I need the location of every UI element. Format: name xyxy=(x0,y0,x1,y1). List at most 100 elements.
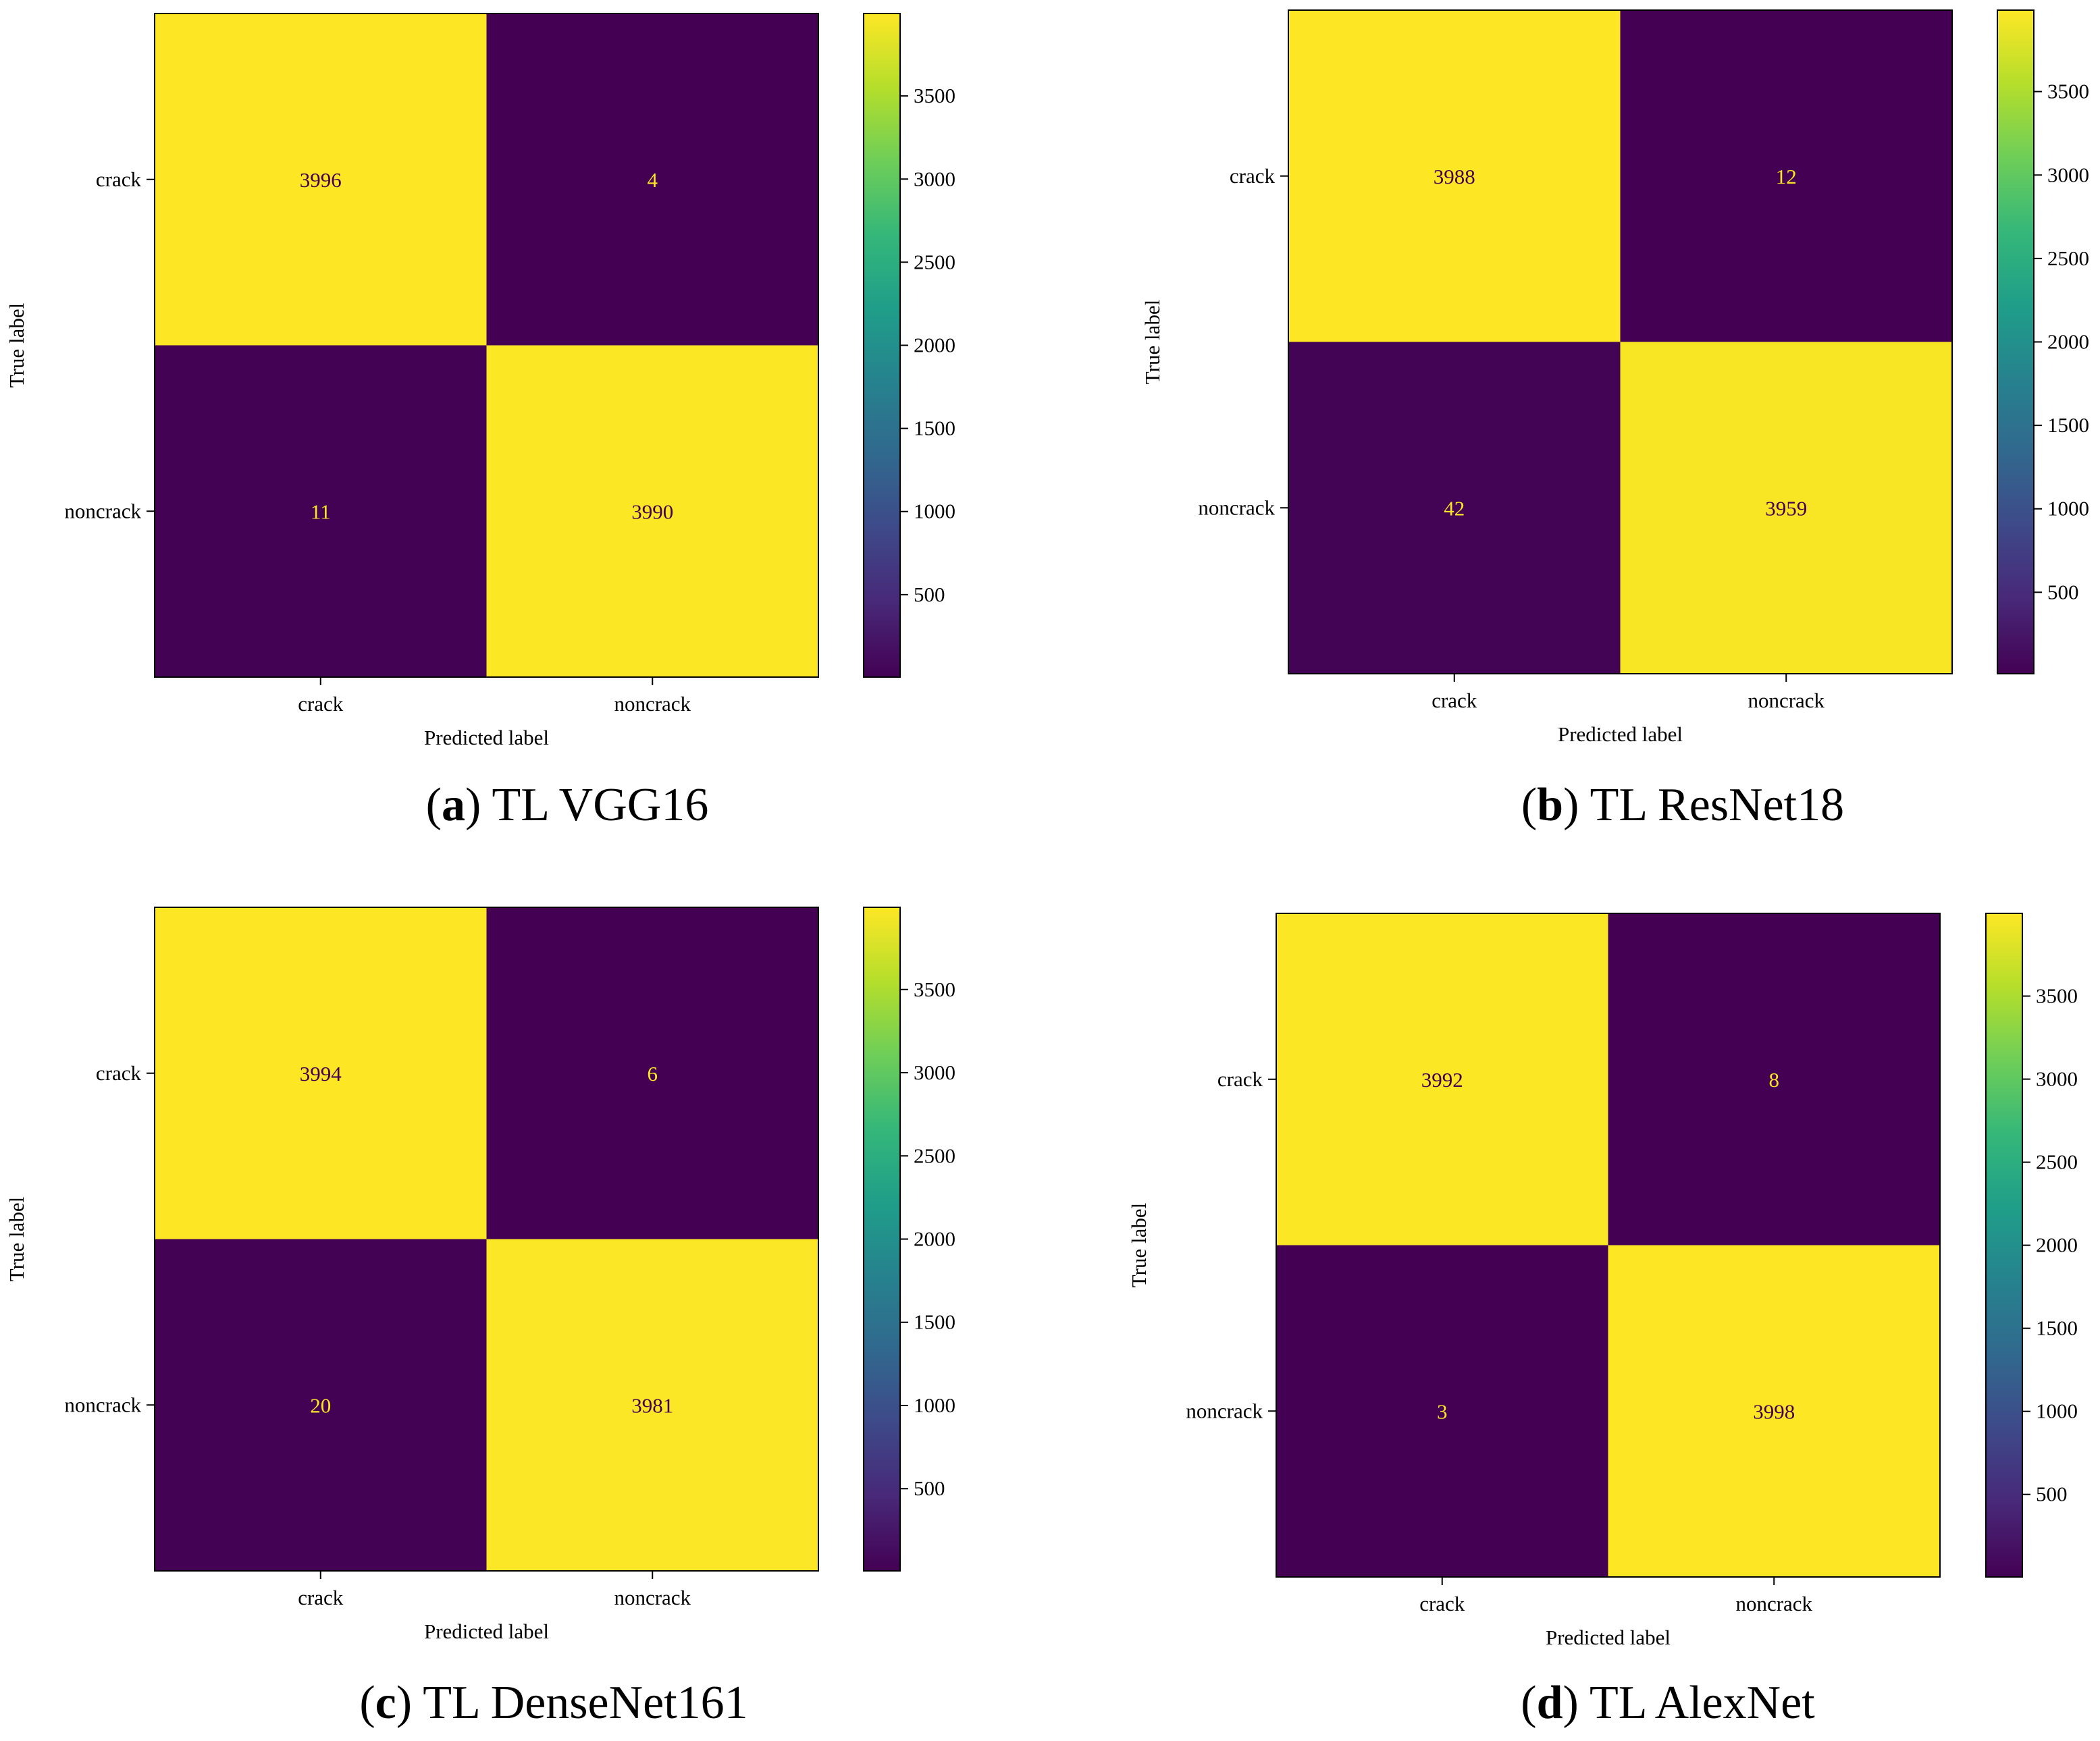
y-tick-label: crack xyxy=(1217,1067,1263,1091)
y-tick-label: crack xyxy=(96,167,142,191)
caption-close-paren: ) xyxy=(1563,1677,1579,1729)
cell-noncrack-crack xyxy=(155,345,487,677)
y-tick-label: noncrack xyxy=(64,1393,141,1416)
cell-noncrack-crack xyxy=(1288,342,1621,674)
caption-text: TL DenseNet161 xyxy=(412,1677,748,1729)
x-tick-label: noncrack xyxy=(1735,1592,1812,1615)
colorbar-tick-label: 500 xyxy=(2036,1482,2068,1506)
colorbar-tick-label: 2500 xyxy=(2047,246,2089,270)
x-tick-label: crack xyxy=(1419,1592,1465,1615)
caption-letter: c xyxy=(375,1677,396,1729)
panel-caption: (c) TL DenseNet161 xyxy=(359,1677,747,1729)
matrix-frame xyxy=(1276,913,1941,1578)
cell-value: 3990 xyxy=(631,500,673,523)
cell-noncrack-noncrack xyxy=(486,345,818,677)
caption-open-paren: ( xyxy=(1521,1677,1536,1729)
cell-noncrack-noncrack xyxy=(1620,342,1952,674)
cell-crack-noncrack xyxy=(1608,913,1940,1246)
colorbar-tick-label: 3000 xyxy=(2036,1067,2078,1091)
cell-value: 11 xyxy=(311,500,331,523)
caption-letter: d xyxy=(1537,1677,1563,1729)
matrix-frame xyxy=(1288,9,1953,674)
colorbar-tick-label: 1500 xyxy=(914,1310,955,1334)
cell-crack-crack xyxy=(155,907,487,1239)
cell-crack-noncrack xyxy=(486,14,818,346)
colorbar-tick-label: 2000 xyxy=(2047,330,2089,354)
caption-letter: b xyxy=(1537,779,1563,831)
y-tick-label: noncrack xyxy=(64,499,141,523)
colorbar-tick-label: 500 xyxy=(914,1476,945,1500)
cell-crack-crack xyxy=(1288,10,1621,342)
cell-value: 3998 xyxy=(1753,1399,1795,1423)
cell-value: 3994 xyxy=(300,1062,342,1086)
colorbar-tick-label: 3000 xyxy=(914,167,955,190)
y-tick-label: noncrack xyxy=(1186,1399,1263,1422)
caption-open-paren: ( xyxy=(426,779,442,831)
x-tick-label: crack xyxy=(1432,689,1477,712)
caption-text: TL AlexNet xyxy=(1579,1677,1815,1729)
cell-value: 20 xyxy=(310,1393,331,1417)
cell-crack-crack xyxy=(1276,913,1608,1246)
colorbar xyxy=(863,907,901,1572)
y-axis-label: True label xyxy=(5,303,28,387)
colorbar-tick-label: 2500 xyxy=(914,1144,955,1167)
x-tick-label: noncrack xyxy=(1748,689,1825,712)
y-tick-label: crack xyxy=(96,1061,142,1085)
caption-text: TL ResNet18 xyxy=(1579,779,1844,831)
colorbar-tick-label: 3000 xyxy=(2047,163,2089,186)
cell-noncrack-noncrack xyxy=(1608,1245,1940,1577)
colorbar xyxy=(863,13,901,678)
colorbar-tick-label: 1500 xyxy=(2047,413,2089,437)
colorbar-tick-label: 1000 xyxy=(914,500,955,523)
cell-value: 3959 xyxy=(1765,496,1807,520)
cell-value: 6 xyxy=(648,1062,658,1086)
cell-value: 4 xyxy=(648,168,658,192)
cell-value: 12 xyxy=(1776,165,1797,188)
x-tick-label: noncrack xyxy=(614,692,691,716)
caption-close-paren: ) xyxy=(396,1677,412,1729)
x-tick-label: crack xyxy=(298,692,344,716)
cell-noncrack-crack xyxy=(155,1239,487,1571)
caption-open-paren: ( xyxy=(1521,779,1537,831)
y-tick-label: crack xyxy=(1230,164,1276,188)
panel-caption: (d) TL AlexNet xyxy=(1521,1677,1815,1729)
cell-crack-noncrack xyxy=(486,907,818,1239)
colorbar-tick-label: 2500 xyxy=(914,250,955,273)
panel-caption: (a) TL VGG16 xyxy=(426,779,709,831)
panel-d: 3992 8 3 3998 crack noncrack crack noncrack Pred… xyxy=(1127,913,2078,1729)
cell-value: 3992 xyxy=(1421,1068,1463,1092)
panel-c: 3994 6 20 3981 crack noncrack crack noncrack Pre… xyxy=(5,907,955,1729)
colorbar-tick-label: 3000 xyxy=(914,1061,955,1084)
x-tick-label: noncrack xyxy=(614,1586,691,1609)
caption-text: TL VGG16 xyxy=(481,779,708,831)
cell-value: 3981 xyxy=(631,1393,673,1417)
colorbar-tick-label: 500 xyxy=(2047,580,2079,604)
cell-noncrack-noncrack xyxy=(486,1239,818,1571)
colorbar-tick-label: 500 xyxy=(914,583,945,606)
caption-open-paren: ( xyxy=(359,1677,375,1729)
colorbar-tick-label: 3500 xyxy=(2047,80,2089,103)
colorbar-tick-label: 1000 xyxy=(2047,497,2089,520)
cell-value: 3 xyxy=(1437,1399,1448,1423)
caption-letter: a xyxy=(442,779,465,831)
x-axis-label: Predicted label xyxy=(1546,1626,1671,1649)
colorbar xyxy=(1985,913,2023,1578)
colorbar-tick-label: 1000 xyxy=(2036,1399,2078,1423)
cell-value: 3996 xyxy=(300,168,342,192)
x-axis-label: Predicted label xyxy=(424,726,549,749)
caption-close-paren: ) xyxy=(1563,779,1579,831)
colorbar-tick-label: 1500 xyxy=(914,417,955,440)
colorbar-tick-label: 3500 xyxy=(914,84,955,107)
x-axis-label: Predicted label xyxy=(424,1619,549,1643)
colorbar-tick-label: 2500 xyxy=(2036,1150,2078,1174)
x-axis-label: Predicted label xyxy=(1558,722,1683,746)
panel-caption: (b) TL ResNet18 xyxy=(1521,779,1844,831)
colorbar-tick-label: 2000 xyxy=(914,333,955,357)
x-tick-label: crack xyxy=(298,1586,344,1609)
cell-noncrack-crack xyxy=(1276,1245,1608,1577)
cell-value: 3988 xyxy=(1434,165,1475,188)
matrix-frame xyxy=(154,907,819,1572)
colorbar-tick-label: 2000 xyxy=(2036,1233,2078,1257)
cell-crack-crack xyxy=(155,14,487,346)
